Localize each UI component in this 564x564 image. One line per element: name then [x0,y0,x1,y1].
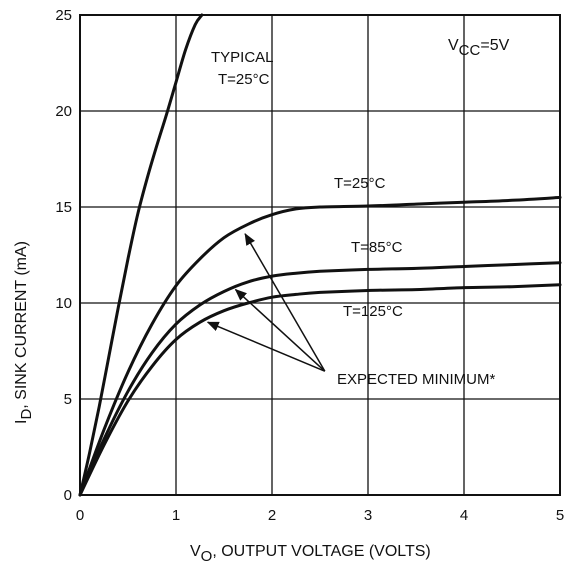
curve-typical-25c [78,13,204,497]
plot-frame [79,14,561,496]
expected-minimum-label: EXPECTED MINIMUM* [337,371,496,388]
y-tick-label: 10 [55,295,72,312]
annotation-arrow [206,321,326,372]
y-axis-label-rest: , SINK CURRENT (mA) [13,241,30,409]
x-tick-label: 1 [172,507,180,524]
x-axis-label-sub: O [201,548,213,564]
y-axis-label-main: I [13,420,30,424]
x-axis-label-rest: , OUTPUT VOLTAGE (VOLTS) [212,543,430,560]
y-tick-label: 0 [64,487,72,504]
curve-min-85c [78,261,562,497]
y-axis-label-sub: D [18,409,35,420]
x-tick-label: 2 [268,507,276,524]
curves [78,13,562,497]
y-tick-label: 25 [55,7,72,24]
vcc-sub: CC [459,42,481,59]
x-axis-label-main: V [190,543,201,560]
vcc-main: V [448,37,459,54]
annotation-arrow [244,233,326,372]
t85-label: T=85°C [351,239,403,256]
y-axis-label: ID, SINK CURRENT (mA) [13,241,35,424]
x-tick-label: 3 [364,507,372,524]
vcc-label: VCC=5V [448,37,510,59]
x-tick-label: 0 [76,507,84,524]
typical-label-line1: TYPICAL [211,49,274,66]
grid [80,15,560,495]
x-tick-labels: 0 1 2 3 4 5 [76,507,564,524]
typical-label-line2: T=25°C [218,71,270,88]
annotation-arrows [206,233,326,372]
y-tick-label: 5 [64,391,72,408]
y-tick-labels: 0 5 10 15 20 25 [55,7,72,504]
curve-min-125c [78,283,562,497]
curve-min-25c [78,195,562,497]
x-tick-label: 5 [556,507,564,524]
t125-label: T=125°C [343,303,403,320]
y-tick-label: 20 [55,103,72,120]
y-tick-label: 15 [55,199,72,216]
x-tick-label: 4 [460,507,468,524]
x-axis-label: VO, OUTPUT VOLTAGE (VOLTS) [190,543,431,564]
vcc-rest: =5V [480,37,509,54]
annotation-arrow [234,288,326,372]
t25-label: T=25°C [334,175,386,192]
